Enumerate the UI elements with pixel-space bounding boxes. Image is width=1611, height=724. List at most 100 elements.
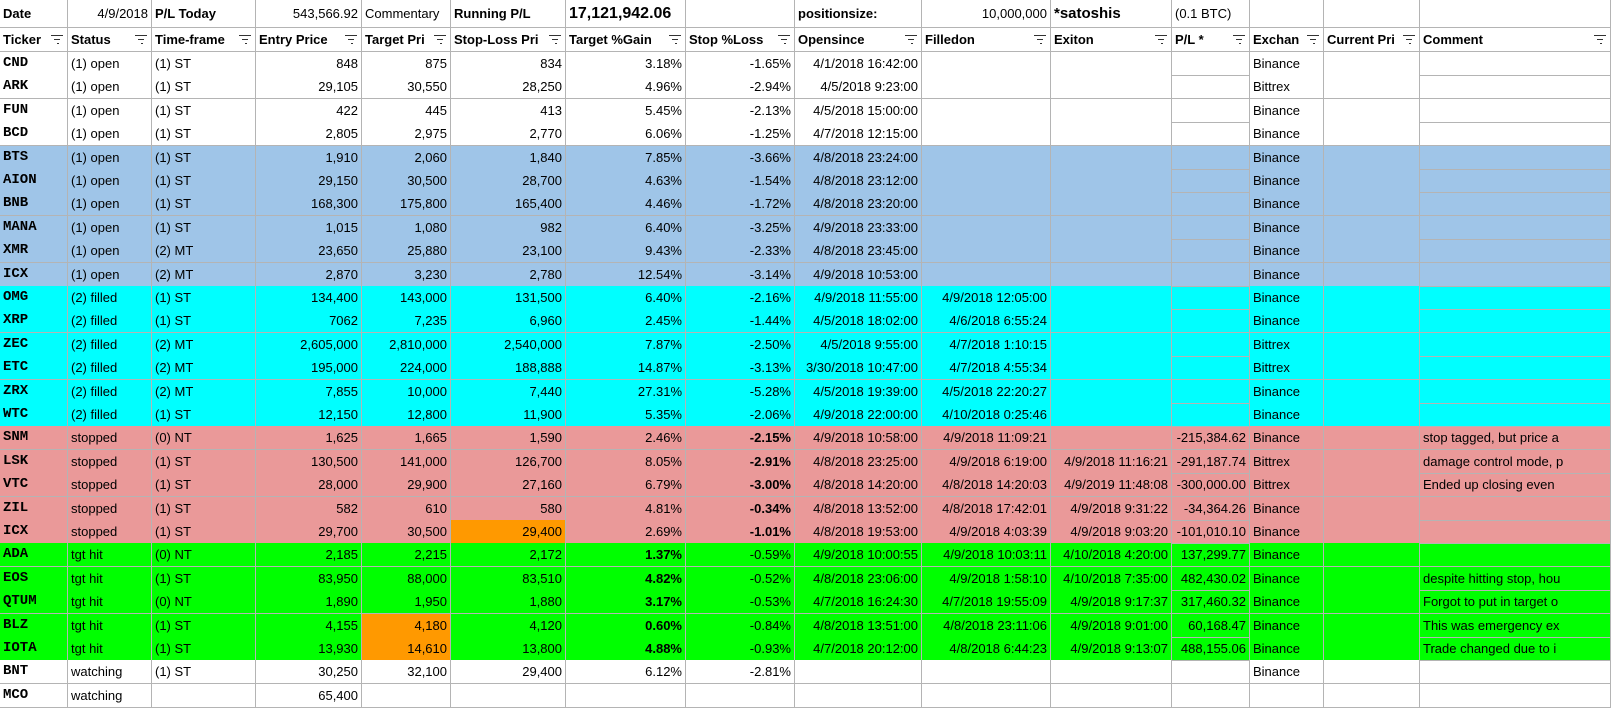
- cell-comment[interactable]: This was emergency ex: [1420, 613, 1611, 638]
- cell-gain[interactable]: 3.18%: [566, 52, 686, 76]
- filter-icon[interactable]: [51, 34, 63, 45]
- cell-pl[interactable]: 488,155.06: [1172, 637, 1250, 661]
- filter-icon[interactable]: [905, 34, 917, 45]
- running-pl-label[interactable]: Running P/L: [451, 0, 566, 28]
- cell-loss[interactable]: -2.33%: [686, 239, 795, 264]
- cell-loss[interactable]: -0.53%: [686, 590, 795, 615]
- cell-current[interactable]: [1324, 122, 1420, 147]
- cell-exiton[interactable]: [1051, 286, 1172, 310]
- cell-exchange[interactable]: Binance: [1250, 309, 1324, 334]
- cell-entry[interactable]: 29,105: [256, 75, 362, 100]
- cell-current[interactable]: [1324, 520, 1420, 544]
- cell-stop[interactable]: 6,960: [451, 309, 566, 334]
- cell-gain[interactable]: 12.54%: [566, 262, 686, 287]
- cell-pl[interactable]: [1172, 122, 1250, 147]
- unit-btc[interactable]: (0.1 BTC): [1172, 0, 1250, 28]
- cell-gain[interactable]: 6.40%: [566, 286, 686, 310]
- cell-pl[interactable]: [1172, 683, 1250, 708]
- cell-target[interactable]: 12,800: [362, 403, 451, 427]
- cell-opensince[interactable]: 4/7/2018 16:24:30: [795, 590, 922, 615]
- cell-pl[interactable]: -291,187.74: [1172, 449, 1250, 474]
- cell-timeframe[interactable]: (1) ST: [152, 98, 256, 123]
- date-value[interactable]: 4/9/2018: [68, 0, 152, 28]
- cell-entry[interactable]: 13,930: [256, 637, 362, 661]
- cell-exiton[interactable]: [1051, 145, 1172, 170]
- cell-stop[interactable]: 188,888: [451, 356, 566, 381]
- cell-entry[interactable]: 1,910: [256, 145, 362, 170]
- cell-exchange[interactable]: Binance: [1250, 520, 1324, 544]
- cell-gain[interactable]: 2.69%: [566, 520, 686, 544]
- cell-opensince[interactable]: 4/8/2018 23:45:00: [795, 239, 922, 264]
- cell-current[interactable]: [1324, 426, 1420, 451]
- cell-stop[interactable]: 27,160: [451, 473, 566, 498]
- cell-current[interactable]: [1324, 613, 1420, 638]
- commentary-label[interactable]: Commentary: [362, 0, 451, 28]
- filter-icon[interactable]: [1233, 34, 1245, 45]
- cell-pl[interactable]: 482,430.02: [1172, 566, 1250, 591]
- cell-opensince[interactable]: 4/5/2018 9:23:00: [795, 75, 922, 100]
- cell-stop[interactable]: 29,400: [451, 520, 566, 544]
- cell-stop[interactable]: 982: [451, 215, 566, 240]
- cell-stop[interactable]: 1,880: [451, 590, 566, 615]
- cell-pl[interactable]: [1172, 286, 1250, 310]
- cell-comment[interactable]: [1420, 496, 1611, 521]
- cell-timeframe[interactable]: (1) ST: [152, 122, 256, 147]
- cell-opensince[interactable]: 4/5/2018 15:00:00: [795, 98, 922, 123]
- column-header-gain[interactable]: Target %Gain: [566, 28, 686, 52]
- cell-filledon[interactable]: 4/6/2018 6:55:24: [922, 309, 1051, 334]
- cell-ticker[interactable]: ARK: [0, 75, 68, 100]
- cell-entry[interactable]: 848: [256, 52, 362, 76]
- cell-pl[interactable]: [1172, 239, 1250, 264]
- cell-entry[interactable]: 1,625: [256, 426, 362, 451]
- cell-comment[interactable]: Forgot to put in target o: [1420, 590, 1611, 615]
- cell-stop[interactable]: 29,400: [451, 660, 566, 685]
- cell-comment[interactable]: [1420, 98, 1611, 123]
- cell-loss[interactable]: -3.25%: [686, 215, 795, 240]
- cell-ticker[interactable]: ICX: [0, 520, 68, 544]
- cell-timeframe[interactable]: (1) ST: [152, 473, 256, 498]
- cell-current[interactable]: [1324, 660, 1420, 685]
- cell-pl[interactable]: [1172, 215, 1250, 240]
- cell-ticker[interactable]: ETC: [0, 356, 68, 381]
- cell-filledon[interactable]: 4/9/2018 1:58:10: [922, 566, 1051, 591]
- cell-filledon[interactable]: 4/9/2018 4:03:39: [922, 520, 1051, 544]
- filter-icon[interactable]: [778, 34, 790, 45]
- cell-stop[interactable]: 28,700: [451, 169, 566, 193]
- cell-entry[interactable]: 1,015: [256, 215, 362, 240]
- cell-entry[interactable]: 29,700: [256, 520, 362, 544]
- cell-stop[interactable]: 834: [451, 52, 566, 76]
- cell-ticker[interactable]: BNT: [0, 660, 68, 685]
- cell-stop[interactable]: 2,780: [451, 262, 566, 287]
- cell-loss[interactable]: -1.65%: [686, 52, 795, 76]
- cell-timeframe[interactable]: (1) ST: [152, 215, 256, 240]
- cell-opensince[interactable]: 4/8/2018 23:24:00: [795, 145, 922, 170]
- cell-target[interactable]: 224,000: [362, 356, 451, 381]
- cell-loss[interactable]: -0.52%: [686, 566, 795, 591]
- cell-current[interactable]: [1324, 262, 1420, 287]
- cell-ticker[interactable]: BCD: [0, 122, 68, 147]
- cell-target[interactable]: 88,000: [362, 566, 451, 591]
- cell-filledon[interactable]: 4/8/2018 14:20:03: [922, 473, 1051, 498]
- cell-gain[interactable]: 2.45%: [566, 309, 686, 334]
- cell-exiton[interactable]: [1051, 309, 1172, 334]
- cell-current[interactable]: [1324, 496, 1420, 521]
- cell-ticker[interactable]: MCO: [0, 683, 68, 708]
- cell-loss[interactable]: -2.13%: [686, 98, 795, 123]
- cell-status[interactable]: stopped: [68, 426, 152, 451]
- cell-exchange[interactable]: Binance: [1250, 379, 1324, 404]
- cell-status[interactable]: (1) open: [68, 192, 152, 217]
- cell-filledon[interactable]: [922, 660, 1051, 685]
- cell-timeframe[interactable]: (2) MT: [152, 379, 256, 404]
- cell-stop[interactable]: 7,440: [451, 379, 566, 404]
- cell-entry[interactable]: 195,000: [256, 356, 362, 381]
- cell-exchange[interactable]: Binance: [1250, 660, 1324, 685]
- cell-entry[interactable]: 130,500: [256, 449, 362, 474]
- cell-status[interactable]: (2) filled: [68, 332, 152, 357]
- cell-comment[interactable]: [1420, 286, 1611, 310]
- column-header-current[interactable]: Current Pri: [1324, 28, 1420, 52]
- cell-exiton[interactable]: [1051, 52, 1172, 76]
- cell-loss[interactable]: -3.66%: [686, 145, 795, 170]
- positionsize-value[interactable]: 10,000,000: [922, 0, 1051, 28]
- cell-comment[interactable]: despite hitting stop, hou: [1420, 566, 1611, 591]
- cell-stop[interactable]: 580: [451, 496, 566, 521]
